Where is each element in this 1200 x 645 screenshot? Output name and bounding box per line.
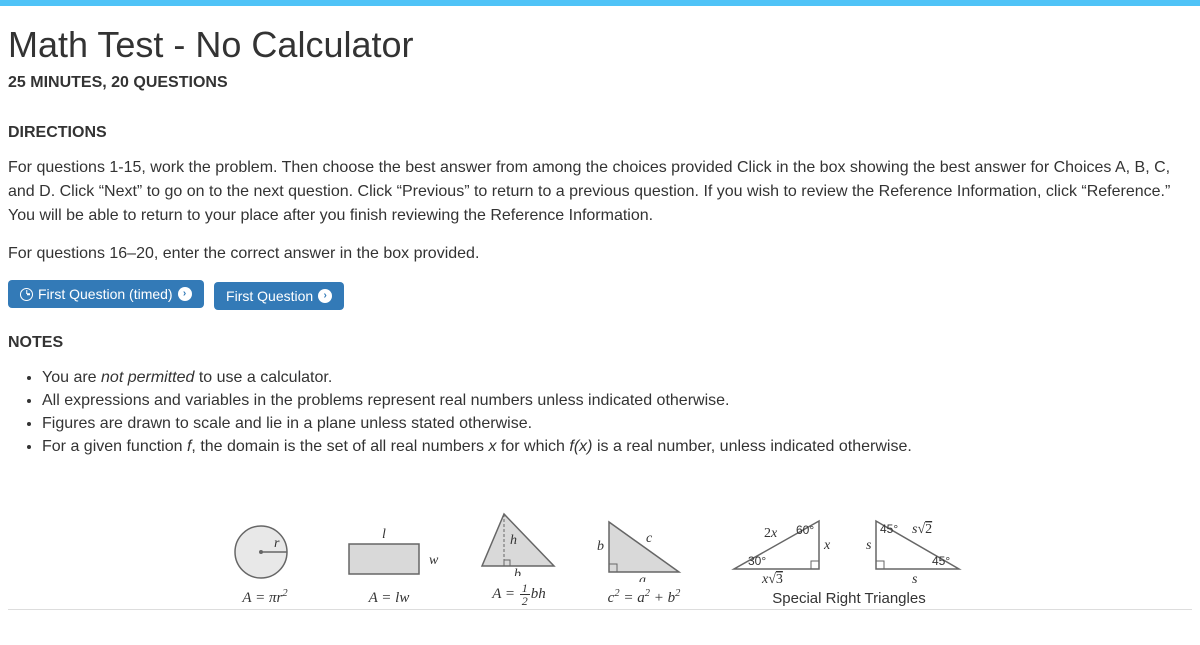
rectangle-diagram: l w bbox=[334, 524, 444, 584]
first-question-button[interactable]: First Question › bbox=[214, 282, 344, 310]
thirty-sixty-triangle: 30° 60° 2x x x√3 bbox=[724, 509, 834, 584]
pyth-formula: c2 = a2 + b2 bbox=[594, 588, 694, 607]
formula-pre: A = bbox=[492, 586, 519, 602]
main-content: Math Test - No Calculator 25 MINUTES, 20… bbox=[0, 24, 1200, 610]
notes-heading: NOTES bbox=[8, 334, 1192, 352]
right-triangle-diagram: b c a bbox=[594, 512, 694, 582]
page-subtitle: 25 MINUTES, 20 QUESTIONS bbox=[8, 74, 1192, 92]
svg-text:w: w bbox=[429, 553, 439, 568]
svg-text:s: s bbox=[866, 538, 872, 553]
figure-right-triangle: b c a c2 = a2 + b2 bbox=[594, 512, 694, 607]
note-text: For a given function bbox=[42, 438, 187, 455]
directions-para-1: For questions 1-15, work the problem. Th… bbox=[8, 156, 1192, 228]
svg-text:s√2: s√2 bbox=[912, 522, 932, 537]
clock-icon bbox=[20, 288, 33, 301]
button-label-untimed: First Question bbox=[226, 288, 313, 304]
chevron-right-icon: › bbox=[318, 289, 332, 303]
tri-formula: A = 12bh bbox=[474, 582, 564, 607]
buttons-row: First Question (timed) › First Question … bbox=[8, 280, 1192, 310]
svg-text:r: r bbox=[274, 536, 280, 551]
svg-text:h: h bbox=[510, 533, 517, 548]
svg-text:45°: 45° bbox=[932, 554, 950, 568]
reference-figures-row: r A = πr2 l w A = lw h b A = 12bh bbox=[8, 476, 1192, 610]
figure-triangle: h b A = 12bh bbox=[474, 506, 564, 607]
svg-text:x√3: x√3 bbox=[761, 572, 783, 584]
formula-post: bh bbox=[531, 586, 546, 602]
figure-rectangle: l w A = lw bbox=[334, 524, 444, 607]
figure-special-triangles: 30° 60° 2x x x√3 45° 45° s s s√2 Special… bbox=[724, 509, 974, 607]
note-text: for which bbox=[496, 438, 569, 455]
notes-list: You are not permitted to use a calculato… bbox=[8, 366, 1192, 459]
directions-para-2: For questions 16–20, enter the correct a… bbox=[8, 242, 1192, 266]
note-text: , the domain is the set of all real numb… bbox=[191, 438, 488, 455]
chevron-right-icon: › bbox=[178, 287, 192, 301]
list-item: Figures are drawn to scale and lie in a … bbox=[42, 412, 1192, 435]
svg-text:b: b bbox=[597, 539, 604, 554]
svg-text:l: l bbox=[382, 527, 386, 542]
circle-diagram: r bbox=[226, 517, 304, 582]
first-question-timed-button[interactable]: First Question (timed) › bbox=[8, 280, 204, 308]
circle-formula: A = πr2 bbox=[226, 588, 304, 607]
special-triangles-label: Special Right Triangles bbox=[724, 590, 974, 607]
forty-five-triangle: 45° 45° s s s√2 bbox=[864, 509, 974, 584]
svg-text:30°: 30° bbox=[748, 554, 766, 568]
svg-text:b: b bbox=[514, 567, 521, 576]
note-em: not permitted bbox=[101, 369, 194, 386]
svg-text:x: x bbox=[823, 538, 831, 553]
svg-text:45°: 45° bbox=[880, 522, 898, 536]
svg-text:c: c bbox=[646, 531, 653, 546]
rect-formula: A = lw bbox=[334, 590, 444, 607]
svg-text:s: s bbox=[912, 572, 918, 584]
note-text: is a real number, unless indicated other… bbox=[593, 438, 912, 455]
note-em: f(x) bbox=[569, 438, 592, 455]
list-item: You are not permitted to use a calculato… bbox=[42, 366, 1192, 389]
svg-text:a: a bbox=[639, 573, 646, 582]
note-text: You are bbox=[42, 369, 101, 386]
directions-heading: DIRECTIONS bbox=[8, 124, 1192, 142]
svg-text:2x: 2x bbox=[764, 526, 778, 541]
top-accent-bar bbox=[0, 0, 1200, 6]
svg-text:60°: 60° bbox=[796, 523, 814, 537]
figure-circle: r A = πr2 bbox=[226, 517, 304, 607]
button-label-timed: First Question (timed) bbox=[38, 286, 173, 302]
note-text: to use a calculator. bbox=[194, 369, 332, 386]
list-item: All expressions and variables in the pro… bbox=[42, 389, 1192, 412]
list-item: For a given function f, the domain is th… bbox=[42, 435, 1192, 458]
triangle-diagram: h b bbox=[474, 506, 564, 576]
page-title: Math Test - No Calculator bbox=[8, 24, 1192, 66]
